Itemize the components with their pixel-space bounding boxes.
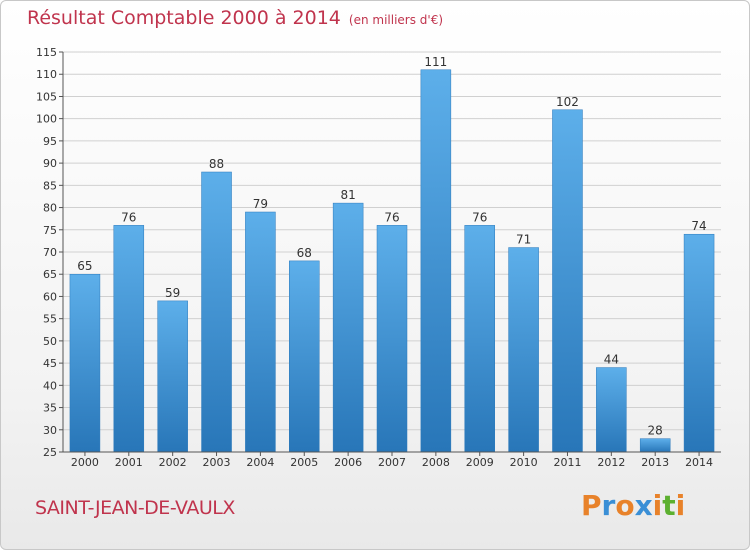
x-tick-label-2011: 2011 <box>553 456 581 469</box>
y-tick-label: 30 <box>43 424 57 437</box>
x-tick-label-2012: 2012 <box>597 456 625 469</box>
value-label-2005: 68 <box>297 246 312 260</box>
chart-unit: (en milliers d'€) <box>348 13 444 27</box>
logo-letter: r <box>601 489 616 522</box>
x-tick-label-2008: 2008 <box>422 456 450 469</box>
y-tick-label: 105 <box>36 90 57 103</box>
value-label-2013: 28 <box>648 424 663 438</box>
y-tick-label: 55 <box>43 313 57 326</box>
y-tick-label: 110 <box>36 68 57 81</box>
bar-2005 <box>289 260 320 453</box>
y-tick-label: 100 <box>36 113 57 126</box>
y-tick-label: 50 <box>43 335 57 348</box>
x-tick-label-2014: 2014 <box>685 456 713 469</box>
value-label-2004: 79 <box>253 197 268 211</box>
value-label-2014: 74 <box>691 219 706 233</box>
x-tick-label-2001: 2001 <box>115 456 143 469</box>
value-label-2002: 59 <box>165 286 180 300</box>
value-label-2009: 76 <box>472 210 487 224</box>
y-tick-label: 90 <box>43 157 57 170</box>
x-tick-label-2009: 2009 <box>466 456 494 469</box>
bar-2007 <box>376 225 408 453</box>
place-name: SAINT-JEAN-DE-VAULX <box>35 497 235 519</box>
y-tick-label: 35 <box>43 402 57 415</box>
chart-title-text: Résultat Comptable 2000 à 2014 <box>27 7 341 29</box>
value-label-2012: 44 <box>604 353 619 367</box>
bar-2014 <box>683 233 715 453</box>
y-tick-label: 95 <box>43 135 57 148</box>
bar-2010 <box>508 247 539 453</box>
x-tick-label-2010: 2010 <box>510 456 538 469</box>
y-tick-label: 65 <box>43 268 57 281</box>
axes <box>59 51 721 456</box>
y-tick-label: 40 <box>43 379 57 392</box>
y-tick-label: 75 <box>43 224 57 237</box>
bars <box>69 69 715 453</box>
value-label-2000: 65 <box>77 259 92 273</box>
y-tick-label: 60 <box>43 290 57 303</box>
value-label-2008: 111 <box>424 55 447 69</box>
chart-title: Résultat Comptable 2000 à 2014 (en millie… <box>27 7 443 29</box>
bar-2003 <box>201 171 232 453</box>
value-label-2011: 102 <box>556 95 579 109</box>
y-tick-label: 70 <box>43 246 57 259</box>
bar-2002 <box>157 300 188 453</box>
x-tick-label-2006: 2006 <box>334 456 362 469</box>
y-tick-label: 25 <box>43 446 57 459</box>
y-tick-label: 80 <box>43 202 57 215</box>
x-tick-label-2003: 2003 <box>203 456 231 469</box>
x-tick-label-2002: 2002 <box>159 456 187 469</box>
value-label-2001: 76 <box>121 210 136 224</box>
bar-2001 <box>113 225 145 453</box>
value-label-2007: 76 <box>384 210 399 224</box>
x-tick-label-2013: 2013 <box>641 456 669 469</box>
proxiti-logo[interactable]: Proxiti <box>581 489 685 522</box>
y-tick-label: 45 <box>43 357 57 370</box>
value-label-2003: 88 <box>209 157 224 171</box>
value-label-2006: 81 <box>340 188 355 202</box>
value-label-2010: 71 <box>516 233 531 247</box>
x-tick-label-2000: 2000 <box>71 456 99 469</box>
logo-letter: P <box>581 489 602 522</box>
bar-2000 <box>69 273 101 453</box>
logo-letter: i <box>675 489 686 522</box>
bar-2011 <box>552 109 583 453</box>
x-tick-label-2007: 2007 <box>378 456 406 469</box>
x-tick-label-2004: 2004 <box>246 456 274 469</box>
logo-letter: o <box>615 489 635 522</box>
y-tick-label: 115 <box>36 46 57 59</box>
x-tick-label-2005: 2005 <box>290 456 318 469</box>
bar-2008 <box>420 69 452 453</box>
logo-letter: t <box>662 489 676 522</box>
labels: 25 30 35 40 45 50 55 60 65 70 75 80 85 90 95 100 105 110 1… <box>36 46 713 469</box>
y-tick-label: 85 <box>43 179 57 192</box>
bar-2004 <box>245 211 276 453</box>
logo-letter: x <box>634 489 653 522</box>
logo-letter: i <box>652 489 663 522</box>
bar-2009 <box>464 225 495 453</box>
bar-2013 <box>639 438 671 453</box>
bar-2012 <box>596 367 627 453</box>
bar-2006 <box>332 202 364 453</box>
